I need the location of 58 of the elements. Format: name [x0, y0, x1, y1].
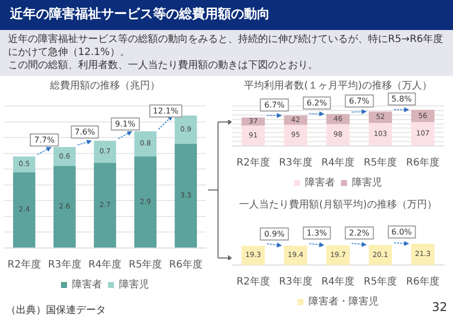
bar [174, 115, 197, 144]
chart-title: 平均利用者数(１ヶ月平均)の推移（万人） [244, 80, 432, 92]
x-tick-label: R2年度 [8, 258, 41, 271]
bar [242, 118, 265, 126]
text: 32 [432, 300, 448, 314]
bar [284, 116, 308, 125]
bar [174, 144, 197, 248]
x-tick-label: R3年度 [48, 258, 82, 271]
annotation: 7.6% [70, 125, 99, 138]
bar [368, 123, 392, 146]
annotation: 6.7% [260, 98, 289, 112]
bar [284, 124, 308, 146]
x-tick-label: R2年度 [236, 156, 270, 169]
chart-title: 一人当たり費用額(月額平均)の推移（万円） [239, 198, 437, 211]
text: 近年の障害福祉サービス等の総費用額の動向 [0, 0, 453, 30]
legend-label: 障害児 [119, 278, 149, 291]
x-tick-label: R6年度 [406, 276, 440, 288]
text: この間の総額、利用者数、一人当たり費用額の動きは下図のとおり。 [8, 60, 318, 71]
bar [94, 162, 116, 248]
bar [53, 147, 76, 166]
x-tick-label: R4年度 [321, 156, 355, 169]
bar [134, 156, 157, 248]
x-tick-label: R4年度 [321, 276, 355, 288]
x-tick-label: R3年度 [278, 156, 312, 169]
x-tick-label: R6年度 [169, 258, 202, 271]
bar [94, 140, 116, 163]
x-tick-label: R5年度 [128, 258, 162, 271]
annotation: 6.7% [345, 94, 374, 108]
annotation: 5.8% [387, 92, 416, 106]
text: （出典）国保連データ [6, 304, 106, 317]
x-tick-label: R4年度 [88, 258, 122, 271]
x-tick-label: R6年度 [406, 156, 440, 169]
annotation: 1.3% [302, 226, 331, 240]
x-tick-label: R2年度 [236, 276, 270, 288]
legend-label: 障害者・障害児 [308, 296, 378, 308]
bar [411, 122, 434, 146]
bar [242, 126, 265, 146]
annotation: 7.7% [30, 133, 59, 146]
bar [13, 172, 36, 248]
legend-label: 障害児 [352, 176, 382, 189]
annotation: 6.2% [302, 96, 331, 110]
bar [53, 166, 76, 248]
annotation: 2.2% [345, 226, 374, 240]
text: 近年の障害福祉サービス等の総額の動向をみると、持続的に伸び続けているが、特にR5→R6年度にかけて急伸（12.1%）。 [8, 34, 443, 58]
legend-label: 障害者 [305, 176, 335, 189]
annotation: 0.9% [260, 227, 289, 240]
annotation: 6.0% [387, 226, 416, 239]
x-tick-label: R5年度 [364, 156, 398, 169]
bar [326, 124, 350, 146]
annotation: 9.1% [111, 117, 140, 130]
x-tick-label: R5年度 [364, 276, 398, 288]
bar [368, 112, 392, 124]
annotation: 12.1% [148, 104, 182, 118]
x-tick-label: R3年度 [278, 276, 312, 288]
chart-title: 総費用額の推移（兆円） [49, 80, 160, 92]
bar [134, 131, 157, 156]
bar [13, 156, 36, 172]
legend-label: 障害者 [72, 278, 102, 291]
